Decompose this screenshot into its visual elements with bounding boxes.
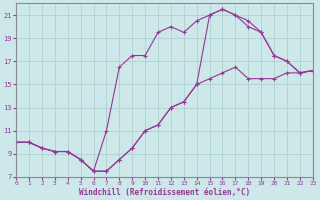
X-axis label: Windchill (Refroidissement éolien,°C): Windchill (Refroidissement éolien,°C) <box>79 188 250 197</box>
